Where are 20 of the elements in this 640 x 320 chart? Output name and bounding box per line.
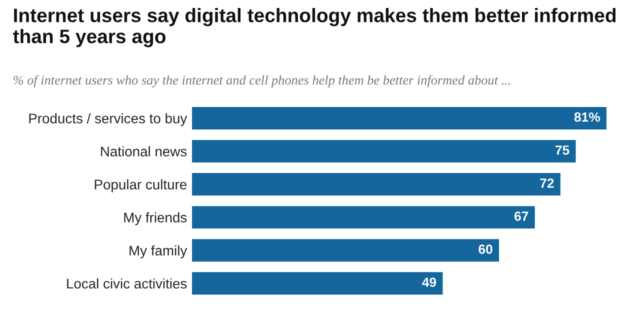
bar [192,140,576,162]
data-label: 81% [574,112,600,122]
y-tick-label: Products / services to buy [29,113,188,126]
bar [192,173,560,196]
bar [192,239,500,262]
chart-subtitle: % of internet users who say the internet and cell phones help them be better informed about ... [14,75,510,88]
bar [192,206,535,229]
data-label: 49 [422,278,436,287]
y-tick-label: Local civic activities [67,278,187,289]
data-label: 72 [540,178,554,188]
y-tick-label: Popular culture [94,179,187,192]
data-label: 67 [514,212,528,221]
chart-title: Internet users say digital technology makes them better informed than 5 years ago [13,8,616,48]
bar [192,106,606,130]
y-tick-label: My family [130,245,188,258]
y-tick-label: National news [101,146,187,156]
y-tick-label: My friends [124,212,187,226]
data-label: 75 [556,146,570,155]
bar [192,272,443,295]
data-label: 60 [478,244,492,254]
